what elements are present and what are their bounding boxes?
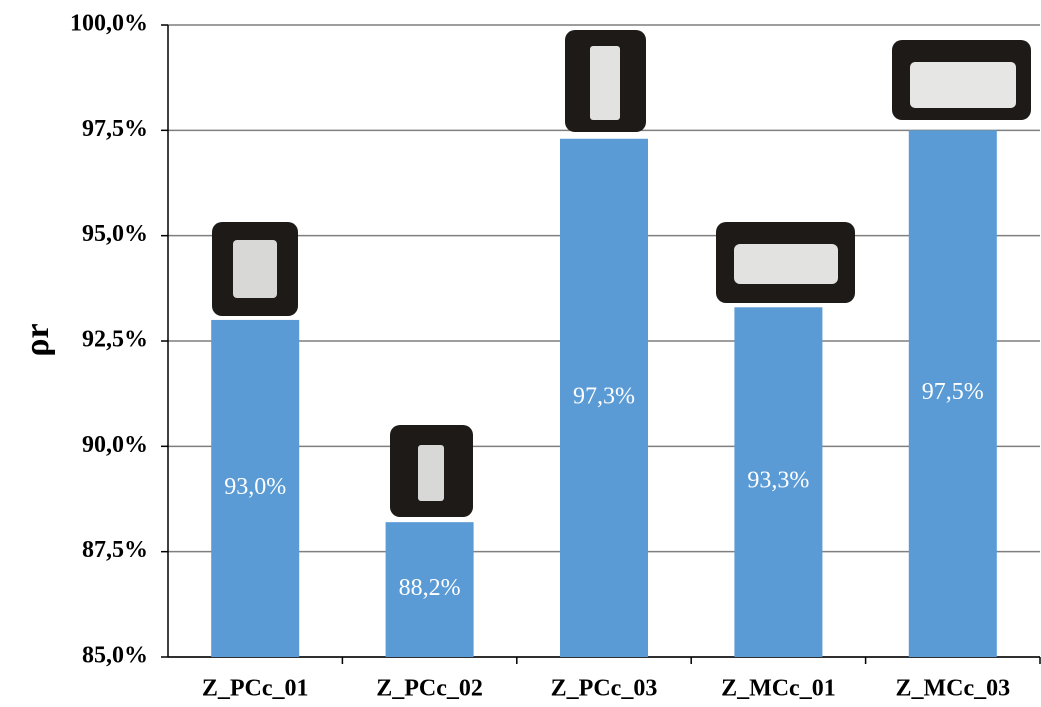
- y-tick-label: 85,0%: [82, 643, 148, 669]
- y-tick-label: 92,5%: [82, 327, 148, 353]
- bar: [211, 319, 300, 657]
- y-axis-label: ρr: [19, 323, 56, 356]
- photo-object: [734, 244, 838, 284]
- y-tick-label: 90,0%: [82, 432, 148, 458]
- photo-object: [910, 62, 1016, 108]
- x-tick-label: Z_PCc_01: [202, 676, 309, 702]
- value-label: 93,3%: [747, 468, 809, 494]
- plot-area: 85,0% 87,5% 90,0% 92,5% 95,0% 97,5% 100,0% Z_PC…: [70, 11, 1041, 702]
- photos: [212, 30, 1031, 517]
- x-tick-label: Z_MCc_03: [895, 676, 1010, 702]
- photo-object: [233, 240, 277, 298]
- bar: [734, 307, 823, 657]
- x-tick-label: Z_MCc_01: [721, 676, 836, 702]
- value-label: 93,0%: [224, 474, 286, 500]
- y-tick-label: 100,0%: [70, 11, 148, 37]
- bar: [560, 138, 648, 657]
- x-tick-label: Z_PCc_02: [376, 676, 483, 702]
- x-tick-label: Z_PCc_03: [551, 676, 658, 702]
- y-tick-label: 95,0%: [82, 221, 148, 247]
- value-label: 97,3%: [573, 383, 635, 409]
- value-label: 97,5%: [922, 379, 984, 405]
- bar: [908, 130, 997, 658]
- y-tick-label: 87,5%: [82, 537, 148, 563]
- photo-object: [590, 46, 620, 120]
- y-tick-label: 97,5%: [82, 116, 148, 142]
- value-label: 88,2%: [399, 575, 461, 601]
- photo-object: [418, 445, 444, 501]
- bar: [385, 522, 474, 657]
